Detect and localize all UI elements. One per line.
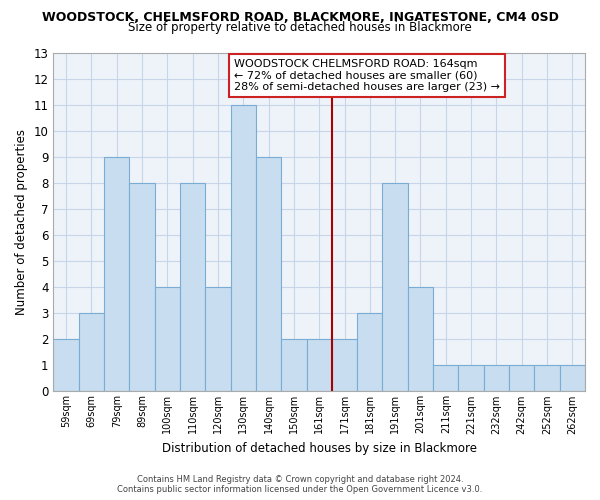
Bar — [535, 366, 560, 392]
Text: Contains HM Land Registry data © Crown copyright and database right 2024.
Contai: Contains HM Land Registry data © Crown c… — [118, 474, 482, 494]
Text: WOODSTOCK, CHELMSFORD ROAD, BLACKMORE, INGATESTONE, CM4 0SD: WOODSTOCK, CHELMSFORD ROAD, BLACKMORE, I… — [41, 11, 559, 24]
Y-axis label: Number of detached properties: Number of detached properties — [15, 129, 28, 315]
Bar — [433, 366, 458, 392]
Bar — [458, 366, 484, 392]
Bar — [509, 366, 535, 392]
Bar — [79, 313, 104, 392]
Bar — [382, 183, 408, 392]
Bar — [408, 287, 433, 392]
Bar — [256, 157, 281, 392]
Text: WOODSTOCK CHELMSFORD ROAD: 164sqm
← 72% of detached houses are smaller (60)
28% : WOODSTOCK CHELMSFORD ROAD: 164sqm ← 72% … — [234, 60, 500, 92]
Text: Size of property relative to detached houses in Blackmore: Size of property relative to detached ho… — [128, 21, 472, 34]
Bar — [332, 340, 357, 392]
Bar — [155, 287, 180, 392]
Bar — [230, 104, 256, 392]
Bar — [180, 183, 205, 392]
X-axis label: Distribution of detached houses by size in Blackmore: Distribution of detached houses by size … — [162, 442, 477, 455]
Bar — [53, 340, 79, 392]
Bar — [307, 340, 332, 392]
Bar — [281, 340, 307, 392]
Bar — [357, 313, 382, 392]
Bar — [205, 287, 230, 392]
Bar — [560, 366, 585, 392]
Bar — [130, 183, 155, 392]
Bar — [484, 366, 509, 392]
Bar — [104, 157, 130, 392]
